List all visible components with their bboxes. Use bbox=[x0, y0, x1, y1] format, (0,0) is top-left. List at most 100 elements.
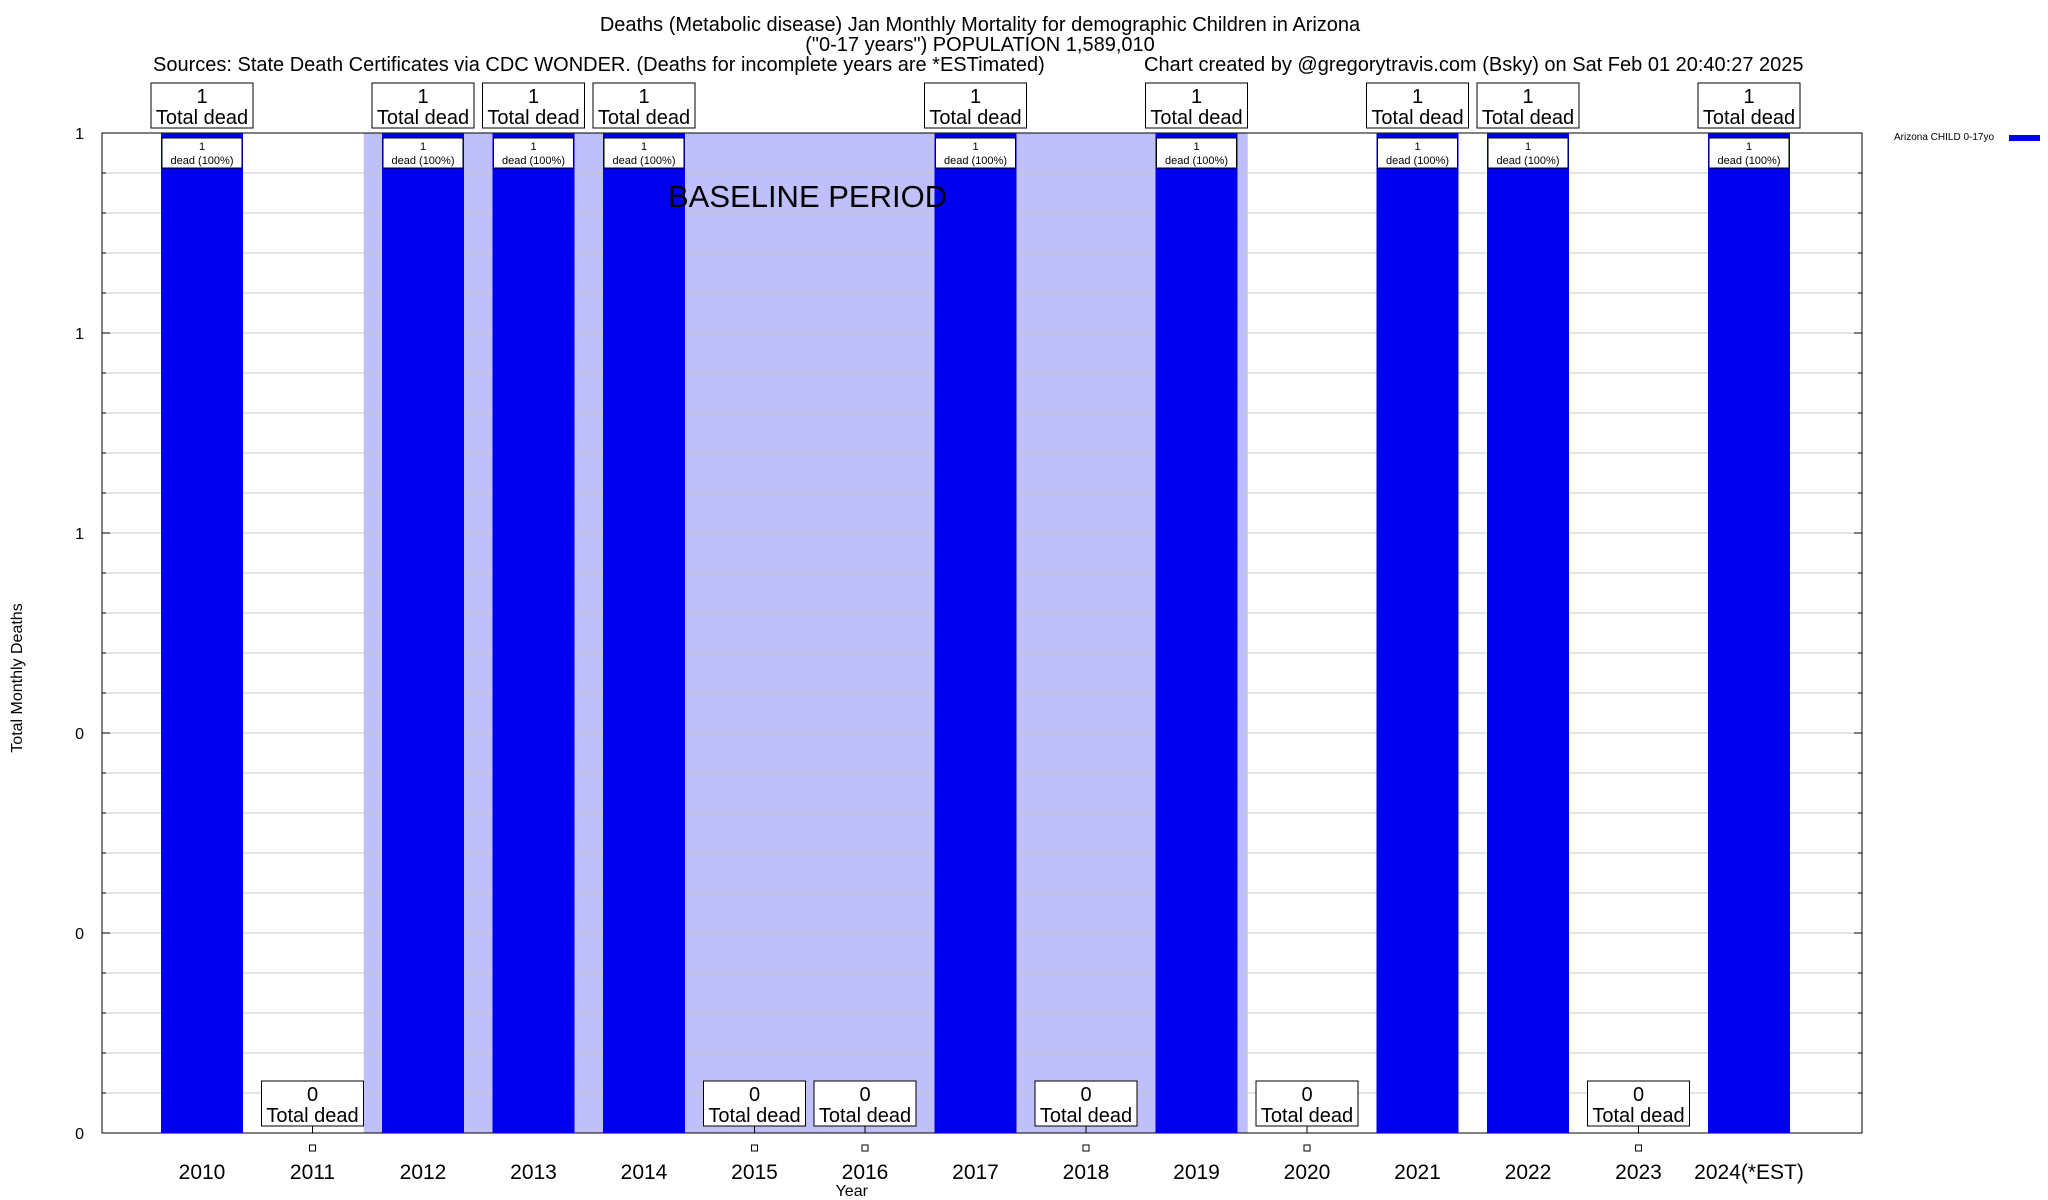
total-label-box bbox=[592, 82, 696, 129]
zero-marker bbox=[1303, 1144, 1311, 1152]
total-label-value: 1 bbox=[1743, 86, 1754, 108]
legend-swatch bbox=[2009, 135, 2040, 141]
baseline-label: BASELINE PERIOD bbox=[668, 179, 947, 214]
bar-label-text: dead (100%) bbox=[502, 155, 565, 167]
bar bbox=[492, 133, 575, 1133]
total-label-box bbox=[1476, 82, 1580, 129]
bar-label-text: dead (100%) bbox=[171, 155, 234, 167]
total-label-value: 1 bbox=[638, 86, 649, 108]
total-label-box bbox=[1587, 1080, 1690, 1127]
total-label-value: 1 bbox=[417, 86, 428, 108]
zero-marker bbox=[309, 1144, 316, 1152]
x-tick-label: 2013 bbox=[510, 1161, 557, 1184]
x-tick-label: 2018 bbox=[1063, 1161, 1110, 1184]
total-label-box bbox=[1034, 1080, 1138, 1127]
x-tick-label: 2019 bbox=[1173, 1161, 1220, 1184]
x-tick-label: 2011 bbox=[290, 1161, 335, 1184]
total-label-text: Total dead bbox=[1703, 107, 1795, 129]
bar bbox=[1155, 133, 1238, 1133]
zero-marker bbox=[1635, 1144, 1642, 1152]
total-label-value: 1 bbox=[528, 86, 539, 108]
x-tick-label: 2024(*EST) bbox=[1694, 1161, 1804, 1184]
total-label-box bbox=[261, 1080, 364, 1127]
total-label-text: Total dead bbox=[266, 1105, 358, 1127]
total-label-text: Total dead bbox=[377, 107, 469, 129]
bar-label-box bbox=[161, 137, 243, 169]
x-tick-label: 2010 bbox=[179, 1161, 226, 1184]
y-tick-label: 0 bbox=[75, 726, 84, 743]
bar-label-box bbox=[493, 137, 574, 169]
x-tick-label: 2017 bbox=[952, 1161, 999, 1184]
total-label-text: Total dead bbox=[819, 1105, 911, 1127]
bar-label-value: 1 bbox=[641, 141, 647, 153]
total-label-box bbox=[813, 1080, 917, 1127]
bar-label-value: 1 bbox=[1525, 141, 1531, 153]
y-tick-label: 1 bbox=[75, 326, 84, 343]
bar-label-text: dead (100%) bbox=[1497, 155, 1560, 167]
legend-label: Arizona CHILD 0-17yo bbox=[1894, 132, 1995, 143]
total-label-text: Total dead bbox=[1040, 1105, 1132, 1127]
x-axis-label: Year bbox=[836, 1183, 869, 1200]
total-label-value: 1 bbox=[1522, 86, 1533, 108]
bar-label-text: dead (100%) bbox=[613, 155, 676, 167]
bar bbox=[161, 133, 243, 1133]
bar-label-text: dead (100%) bbox=[1386, 155, 1449, 167]
total-label-box bbox=[1366, 82, 1469, 129]
total-label-value: 1 bbox=[1191, 86, 1202, 108]
total-label-box bbox=[150, 82, 254, 129]
total-label-text: Total dead bbox=[1482, 107, 1574, 129]
bar-label-box bbox=[382, 137, 464, 169]
bar-label-text: dead (100%) bbox=[944, 155, 1007, 167]
total-label-value: 0 bbox=[1301, 1084, 1312, 1106]
chart-title-line2: ("0-17 years") POPULATION 1,589,010 bbox=[805, 34, 1155, 56]
total-label-box bbox=[1145, 82, 1248, 129]
chart-sources: Sources: State Death Certificates via CD… bbox=[153, 54, 1045, 76]
total-label-box bbox=[1255, 1080, 1359, 1127]
zero-marker bbox=[1082, 1144, 1090, 1152]
bar-label-text: dead (100%) bbox=[1718, 155, 1781, 167]
y-tick-label: 0 bbox=[75, 1126, 84, 1143]
total-label-text: Total dead bbox=[1371, 107, 1463, 129]
x-tick-label: 2021 bbox=[1394, 1161, 1441, 1184]
total-label-box bbox=[703, 1080, 806, 1127]
x-tick-label: 2014 bbox=[621, 1161, 668, 1184]
bar bbox=[603, 133, 685, 1133]
bar-label-text: dead (100%) bbox=[1165, 155, 1228, 167]
total-label-value: 0 bbox=[859, 1084, 870, 1106]
bar bbox=[1708, 133, 1790, 1133]
y-tick-label: 0 bbox=[75, 926, 84, 943]
chart-credit: Chart created by @gregorytravis.com (Bsk… bbox=[1144, 54, 1804, 76]
y-tick-label: 1 bbox=[75, 126, 84, 143]
total-label-text: Total dead bbox=[1592, 1105, 1684, 1127]
bar bbox=[382, 133, 464, 1133]
total-label-text: Total dead bbox=[487, 107, 579, 129]
x-tick-label: 2015 bbox=[731, 1161, 778, 1184]
bar-label-value: 1 bbox=[199, 141, 205, 153]
total-label-value: 0 bbox=[749, 1084, 760, 1106]
bar-label-box bbox=[935, 137, 1016, 169]
chart-title-line1: Deaths (Metabolic disease) Jan Monthly M… bbox=[599, 14, 1361, 36]
total-label-box bbox=[1697, 82, 1801, 129]
total-label-box bbox=[482, 82, 585, 129]
total-label-value: 0 bbox=[307, 1084, 318, 1106]
x-tick-label: 2016 bbox=[842, 1161, 889, 1184]
bar-label-value: 1 bbox=[530, 141, 536, 153]
total-label-value: 0 bbox=[1633, 1084, 1644, 1106]
total-label-text: Total dead bbox=[156, 107, 248, 129]
total-label-text: Total dead bbox=[598, 107, 690, 129]
x-tick-label: 2012 bbox=[400, 1161, 447, 1184]
total-label-text: Total dead bbox=[708, 1105, 800, 1127]
total-label-box bbox=[924, 82, 1027, 129]
bar-label-box bbox=[603, 137, 685, 169]
total-label-value: 0 bbox=[1080, 1084, 1091, 1106]
bar-label-box bbox=[1156, 137, 1237, 169]
bar-label-text: dead (100%) bbox=[392, 155, 455, 167]
bar bbox=[934, 133, 1017, 1133]
y-tick-label: 1 bbox=[75, 526, 84, 543]
total-label-text: Total dead bbox=[929, 107, 1021, 129]
total-label-value: 1 bbox=[970, 86, 981, 108]
bar-label-value: 1 bbox=[420, 141, 426, 153]
zero-marker bbox=[861, 1144, 869, 1152]
total-label-value: 1 bbox=[1412, 86, 1423, 108]
